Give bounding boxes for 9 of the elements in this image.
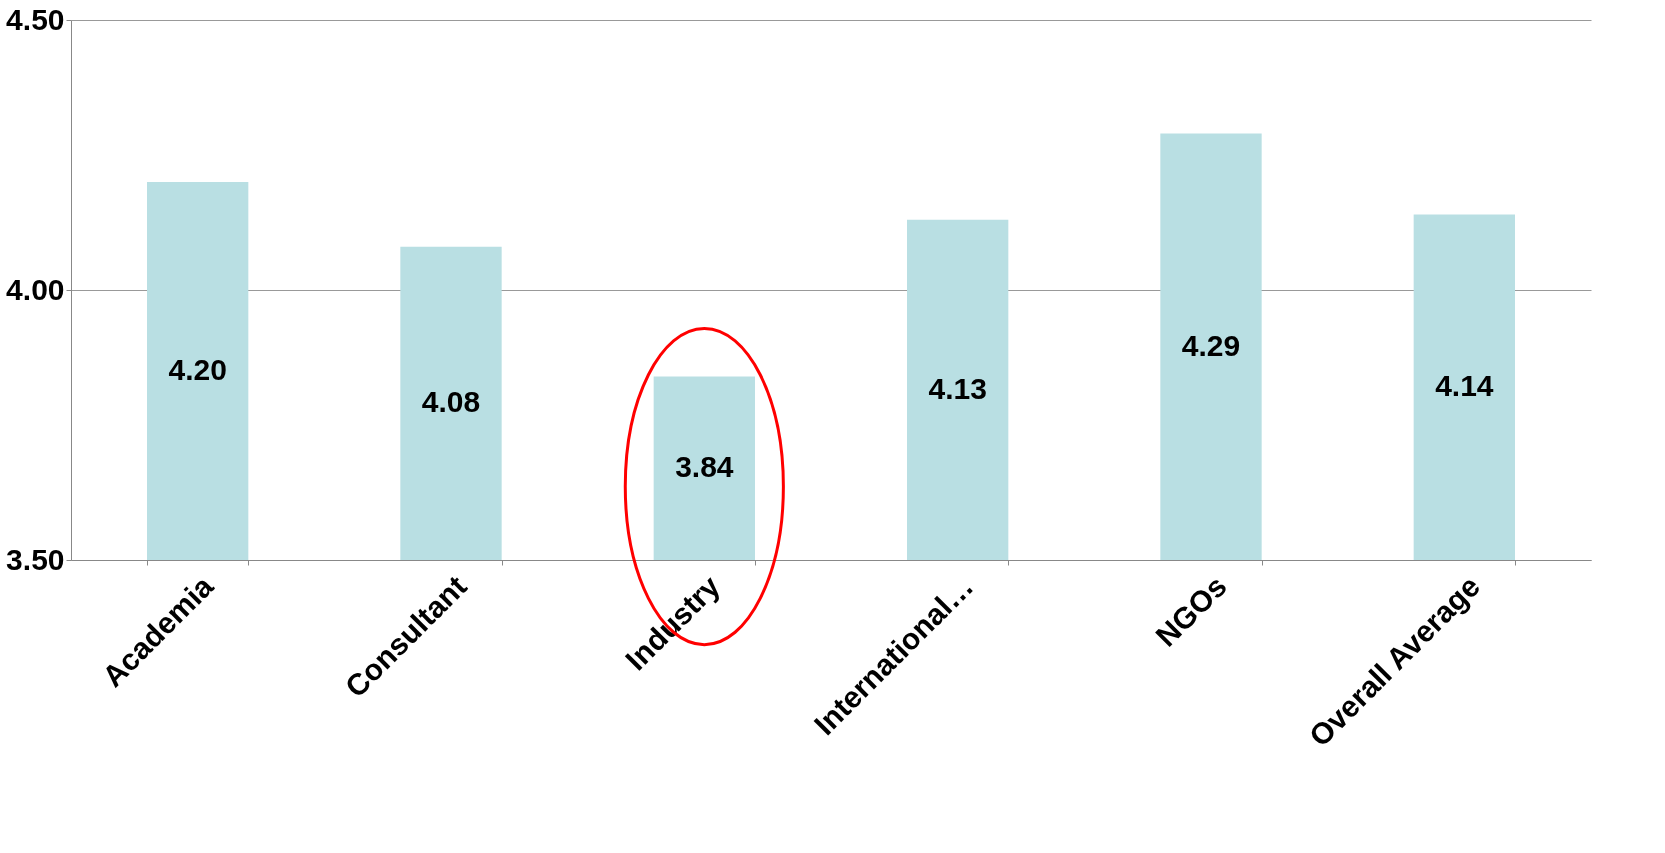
y-tick-label: 4.50 [6,2,65,36]
y-tick-label: 4.00 [6,272,65,306]
y-tick-label: 3.50 [6,542,65,576]
data-label: 4.08 [421,385,481,419]
data-label: 3.84 [675,450,734,484]
data-label: 4.13 [928,371,987,405]
data-label: 4.29 [1181,328,1241,362]
data-label: 4.20 [168,353,227,386]
data-label: 4.14 [1435,369,1494,403]
